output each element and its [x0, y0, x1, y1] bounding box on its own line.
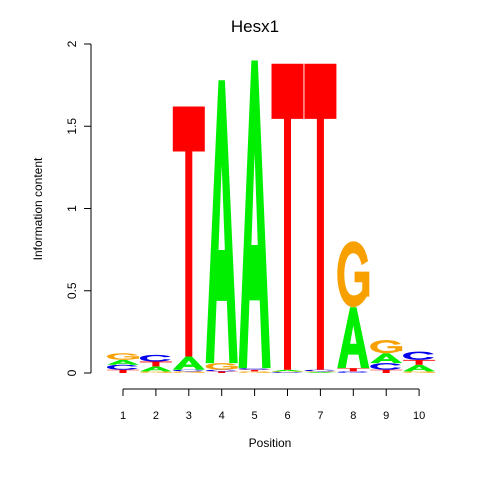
letter-T: [403, 359, 436, 365]
letter-G: [139, 371, 172, 373]
y-tick-label: 1.5: [65, 118, 79, 135]
letter-T: [304, 63, 337, 370]
letter-T: [337, 368, 370, 372]
letter-G: [238, 371, 271, 373]
letter-A: [337, 307, 370, 369]
letter-C: [238, 368, 270, 370]
stack-position-7: [304, 63, 337, 373]
y-tick-label: 1: [65, 205, 79, 212]
letter-G: [205, 363, 238, 370]
chart-title: Hesx1: [231, 17, 279, 36]
x-tick-label: 9: [383, 410, 389, 422]
letter-G: [370, 340, 403, 354]
letter-T: [370, 369, 403, 373]
letter-C: [370, 363, 401, 370]
x-tick-label: 7: [317, 410, 323, 422]
x-tick-label: 1: [120, 410, 126, 422]
y-tick-label: 0: [65, 369, 79, 376]
stack-position-3: [172, 106, 205, 373]
letter-G: [107, 353, 139, 360]
stack-position-2: [139, 354, 172, 373]
letter-T: [172, 106, 205, 357]
letter-A: [139, 366, 172, 372]
letter-T: [271, 63, 304, 370]
stack-position-5: [238, 60, 271, 373]
letter-T: [205, 371, 238, 373]
y-tick-label: 0.5: [65, 282, 79, 299]
y-axis-label: Information content: [31, 157, 45, 260]
letter-C: [271, 372, 303, 373]
letter-G: [403, 371, 436, 373]
letter-G: [304, 371, 337, 373]
x-axis: 1 2 3 4 5 6 7 8 9 10: [120, 388, 425, 422]
letter-A: [205, 80, 238, 364]
x-tick-label: 4: [219, 410, 225, 422]
letter-A: [238, 60, 271, 369]
letter-A: [403, 364, 436, 372]
stack-position-6: [271, 63, 304, 373]
letter-A: [107, 359, 139, 365]
x-axis-label: Position: [249, 436, 292, 450]
letter-G: [271, 371, 304, 373]
letter-C: [337, 371, 369, 373]
letter-C: [139, 354, 171, 362]
letter-T: [107, 369, 139, 373]
letter-A: [304, 372, 337, 373]
stack-position-10: [403, 351, 436, 373]
x-tick-label: 10: [413, 410, 425, 422]
letter-A: [172, 356, 205, 370]
x-tick-label: 8: [350, 410, 356, 422]
letter-C: [107, 364, 138, 370]
letter-A: [370, 353, 403, 364]
stack-position-1: [107, 353, 139, 373]
x-tick-label: 5: [252, 410, 258, 422]
letter-G: [172, 371, 205, 373]
letter-T: [139, 361, 172, 367]
stack-position-9: [370, 340, 403, 373]
x-tick-label: 3: [186, 410, 192, 422]
x-tick-label: 6: [284, 410, 290, 422]
letter-G: [337, 241, 370, 308]
stack-position-8: [337, 241, 370, 373]
letter-T: [238, 369, 271, 372]
y-tick-label: 2: [65, 40, 79, 47]
letter-stacks: [107, 60, 436, 373]
letter-C: [304, 369, 336, 372]
y-axis: 0 0.5 1 1.5 2: [65, 40, 92, 376]
letter-C: [172, 369, 204, 372]
letter-C: [403, 351, 434, 360]
stack-position-4: [205, 80, 238, 373]
letter-C: [205, 369, 237, 372]
letter-A: [271, 369, 304, 372]
x-tick-label: 2: [153, 410, 159, 422]
